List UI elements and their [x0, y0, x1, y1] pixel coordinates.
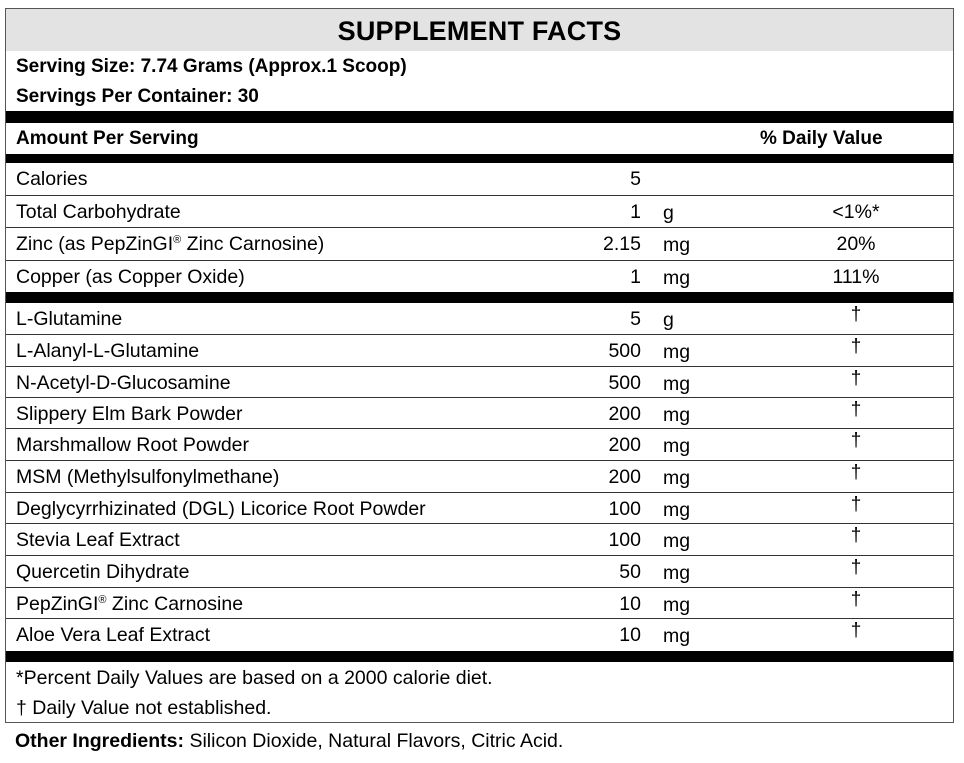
dagger-icon: †	[850, 399, 862, 420]
ingredient-unit: mg	[663, 530, 691, 552]
ingredient-name: N-Acetyl-D-Glucosamine	[16, 372, 231, 394]
footnote-dagger: † Daily Value not established.	[16, 697, 272, 719]
other-ingredients-text: Silicon Dioxide, Natural Flavors, Citric…	[184, 730, 564, 752]
ingredient-row: Stevia Leaf Extract 100 mg †	[6, 524, 953, 556]
ingredient-unit: mg	[663, 594, 691, 616]
nutrient-row-calories: Calories 5	[6, 163, 953, 196]
ingredient-unit: g	[663, 309, 674, 331]
thick-divider	[6, 111, 953, 123]
ingredient-row: Deglycyrrhizinated (DGL) Licorice Root P…	[6, 493, 953, 524]
nutrient-row-total-carbohydrate: Total Carbohydrate 1 g <1%*	[6, 196, 953, 228]
ingredient-name: Aloe Vera Leaf Extract	[16, 624, 211, 646]
dagger-icon: †	[850, 525, 862, 546]
ingredient-name: Quercetin Dihydrate	[16, 561, 190, 583]
serving-size: Serving Size: 7.74 Grams (Approx.1 Scoop…	[16, 56, 407, 77]
dagger-icon: †	[850, 462, 862, 483]
amount-per-serving-header: Amount Per Serving	[16, 128, 199, 149]
thick-divider	[6, 651, 953, 662]
thick-divider	[6, 292, 953, 303]
nutrient-amount: 1	[630, 266, 641, 288]
ingredient-unit: mg	[663, 373, 691, 395]
nutrient-unit: g	[663, 202, 674, 224]
supplement-facts-panel: SUPPLEMENT FACTS Serving Size: 7.74 Gram…	[5, 8, 954, 723]
nutrient-amount: 2.15	[603, 233, 641, 255]
ingredient-amount: 5	[630, 308, 641, 330]
ingredient-name: Deglycyrrhizinated (DGL) Licorice Root P…	[16, 498, 426, 520]
column-header: Amount Per Serving % Daily Value	[6, 123, 953, 154]
ingredient-amount: 500	[608, 340, 641, 362]
ingredient-row: N-Acetyl-D-Glucosamine 500 mg †	[6, 367, 953, 398]
dagger-icon: †	[850, 589, 862, 610]
ingredient-row: MSM (Methylsulfonylmethane) 200 mg †	[6, 461, 953, 493]
ingredient-amount: 200	[608, 466, 641, 488]
ingredient-row: Marshmallow Root Powder 200 mg †	[6, 429, 953, 461]
ingredient-name: Stevia Leaf Extract	[16, 529, 180, 551]
nutrient-dv: 20%	[836, 233, 876, 255]
dagger-icon: †	[850, 557, 862, 578]
nutrient-unit: mg	[663, 267, 691, 289]
nutrient-dv: <1%*	[832, 201, 880, 223]
dagger-icon: †	[850, 494, 862, 515]
nutrient-name: Total Carbohydrate	[16, 201, 181, 223]
ingredient-amount: 200	[608, 434, 641, 456]
ingredient-unit: mg	[663, 625, 691, 647]
ingredient-amount: 100	[608, 498, 641, 520]
ingredient-row: Aloe Vera Leaf Extract 10 mg †	[6, 619, 953, 651]
ingredient-unit: mg	[663, 562, 691, 584]
dagger-icon: †	[850, 368, 862, 389]
ingredient-row: L-Alanyl-L-Glutamine 500 mg †	[6, 335, 953, 367]
ingredient-unit: mg	[663, 404, 691, 426]
ingredient-name: L-Glutamine	[16, 308, 123, 330]
ingredient-unit: mg	[663, 467, 691, 489]
nutrient-amount: 1	[630, 201, 641, 223]
ingredient-name: MSM (Methylsulfonylmethane)	[16, 466, 280, 488]
dagger-icon: †	[850, 430, 862, 451]
ingredient-name: L-Alanyl-L-Glutamine	[16, 340, 200, 362]
other-ingredients: Other Ingredients: Silicon Dioxide, Natu…	[15, 730, 563, 753]
panel-title: SUPPLEMENT FACTS	[6, 9, 953, 51]
nutrient-row-zinc: Zinc (as PepZinGI® Zinc Carnosine) 2.15 …	[6, 228, 953, 261]
nutrient-name: Calories	[16, 168, 88, 190]
ingredient-unit: mg	[663, 499, 691, 521]
ingredient-amount: 50	[619, 561, 641, 583]
servings-per-container: Servings Per Container: 30	[16, 86, 259, 107]
ingredient-row: L-Glutamine 5 g †	[6, 303, 953, 335]
nutrient-row-copper: Copper (as Copper Oxide) 1 mg 111%	[6, 261, 953, 292]
registered-mark: ®	[173, 234, 182, 246]
dagger-icon: †	[850, 304, 862, 325]
ingredient-amount: 10	[619, 593, 641, 615]
dagger-icon: †	[850, 620, 862, 641]
ingredient-name: Marshmallow Root Powder	[16, 434, 250, 456]
registered-mark: ®	[98, 594, 107, 606]
nutrient-amount: 5	[630, 168, 641, 190]
ingredient-name: PepZinGI® Zinc Carnosine	[16, 593, 244, 615]
thick-divider	[6, 154, 953, 163]
nutrient-name: Copper (as Copper Oxide)	[16, 266, 245, 288]
footnote-percent-dv: *Percent Daily Values are based on a 200…	[16, 667, 493, 689]
ingredient-row: Quercetin Dihydrate 50 mg †	[6, 556, 953, 588]
daily-value-header: % Daily Value	[760, 128, 883, 149]
ingredient-name: Slippery Elm Bark Powder	[16, 403, 243, 425]
ingredient-row: Slippery Elm Bark Powder 200 mg †	[6, 398, 953, 429]
ingredient-amount: 500	[608, 372, 641, 394]
ingredient-unit: mg	[663, 435, 691, 457]
nutrient-dv: 111%	[832, 266, 880, 288]
nutrient-name: Zinc (as PepZinGI® Zinc Carnosine)	[16, 233, 325, 255]
ingredient-amount: 100	[608, 529, 641, 551]
ingredient-row: PepZinGI® Zinc Carnosine 10 mg †	[6, 588, 953, 619]
ingredient-unit: mg	[663, 341, 691, 363]
ingredient-amount: 200	[608, 403, 641, 425]
dagger-icon: †	[850, 336, 862, 357]
ingredient-amount: 10	[619, 624, 641, 646]
other-ingredients-label: Other Ingredients:	[15, 730, 185, 752]
nutrient-unit: mg	[663, 234, 691, 256]
